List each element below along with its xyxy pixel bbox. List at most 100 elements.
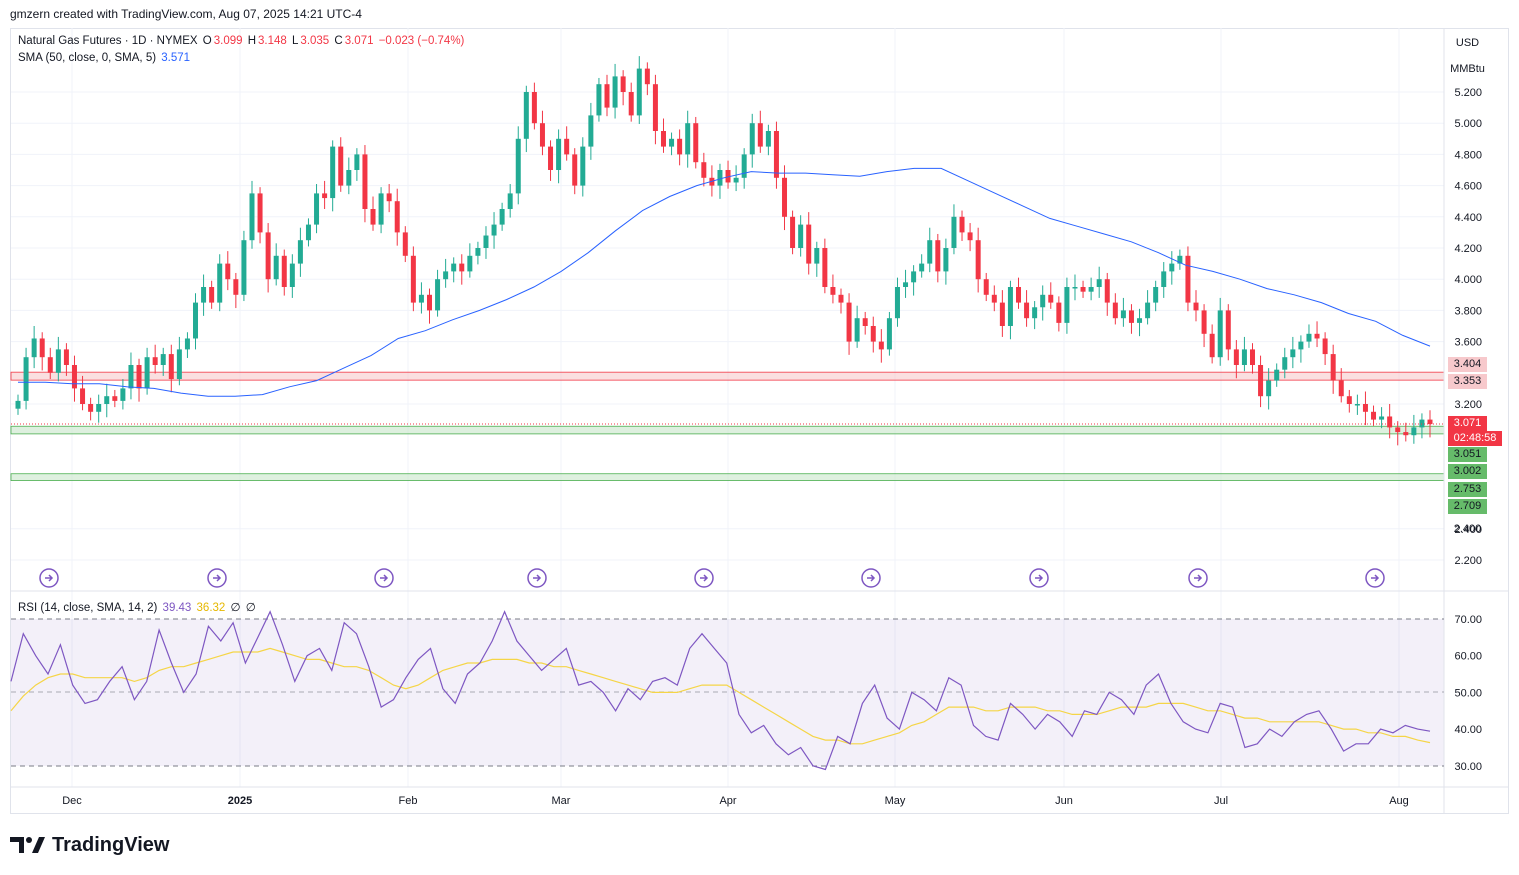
candle-body — [854, 318, 860, 342]
candle-body — [1411, 427, 1417, 436]
candle-body — [402, 232, 408, 256]
candle-body — [1217, 310, 1223, 358]
support-1-tag: 3.051 — [1448, 447, 1487, 462]
open-label: O — [202, 35, 212, 47]
sma-line — [18, 167, 1431, 397]
time-tick-label: Mar — [552, 795, 571, 807]
candle-body — [1024, 302, 1030, 319]
countdown-tag: 02:48:58 — [1448, 431, 1502, 446]
zone-top-tag: 3.404 — [1448, 357, 1487, 372]
candle-body — [418, 294, 424, 303]
candle-body — [652, 84, 658, 131]
unit-label[interactable]: MMBtu — [1450, 63, 1485, 75]
support-zone-2 — [10, 473, 1445, 481]
event-marker-icon[interactable] — [374, 568, 394, 588]
candle-body — [225, 263, 231, 280]
event-marker-icon[interactable] — [861, 568, 881, 588]
event-marker-icon[interactable] — [694, 568, 714, 588]
candlestick-series — [15, 56, 1433, 446]
candle-body — [475, 248, 481, 256]
candle-body — [1338, 380, 1344, 397]
support-2-tag: 3.002 — [1448, 464, 1487, 479]
support-zone-1 — [10, 425, 1445, 435]
candle-body — [935, 240, 941, 272]
candle-body — [983, 279, 989, 295]
candle-body — [1209, 333, 1215, 358]
sma-label[interactable]: SMA (50, close, 0, SMA, 5) — [18, 52, 157, 64]
candle-body — [846, 302, 852, 342]
currency-label[interactable]: USD — [1455, 37, 1480, 49]
candle-body — [1201, 310, 1207, 334]
event-marker-icon[interactable] — [1188, 568, 1208, 588]
candle-body — [1088, 287, 1094, 292]
support-4-tag: 2.709 — [1448, 499, 1487, 514]
symbol-name[interactable]: Natural Gas Futures · 1D · NYMEX — [18, 35, 198, 47]
candle-body — [991, 294, 997, 303]
tradingview-logo[interactable]: TradingView — [10, 832, 169, 858]
candle-body — [628, 92, 634, 116]
candle-body — [701, 162, 707, 178]
candle-body — [862, 318, 868, 326]
candle-body — [1403, 432, 1409, 436]
candle-body — [733, 177, 739, 183]
rsi-extra-1: ∅ — [230, 602, 241, 614]
price-tick-label: 3.800 — [1454, 305, 1482, 317]
candle-body — [144, 357, 150, 389]
candle-body — [1249, 349, 1255, 365]
candle-body — [959, 216, 965, 233]
rsi-label[interactable]: RSI (14, close, SMA, 14, 2) — [18, 602, 158, 614]
sma-value: 3.571 — [161, 52, 191, 64]
candle-body — [15, 400, 21, 409]
rsi-extra-2: ∅ — [245, 602, 256, 614]
resistance-zone — [10, 371, 1445, 381]
candle-body — [459, 263, 465, 272]
event-marker-icon[interactable] — [39, 568, 59, 588]
candle-body — [798, 224, 804, 248]
sma-legend: SMA (50, close, 0, SMA, 5) 3.571 — [18, 52, 192, 64]
candle-body — [1225, 310, 1231, 350]
tradingview-brand: TradingView — [52, 833, 170, 856]
event-marker-icon[interactable] — [207, 568, 227, 588]
time-tick-label: Jul — [1214, 795, 1228, 807]
candle-body — [556, 138, 562, 170]
rsi-tick-label: 30.00 — [1454, 761, 1482, 773]
tick-2400: 2.400 — [1453, 523, 1482, 535]
price-tick-label: 3.200 — [1454, 399, 1482, 411]
candle-body — [63, 349, 69, 365]
candle-body — [757, 123, 763, 147]
candle-body — [838, 294, 844, 303]
candle-body — [951, 216, 957, 248]
event-marker-icon[interactable] — [1029, 568, 1049, 588]
close-label: C — [334, 35, 343, 47]
candle-body — [217, 263, 223, 303]
candle-body — [1354, 404, 1360, 406]
chart-frame — [10, 28, 1509, 814]
candle-body — [669, 138, 675, 147]
rsi-ma-line — [10, 647, 1431, 745]
candle-body — [1379, 416, 1385, 420]
candle-body — [903, 282, 909, 287]
candle-body — [1233, 349, 1239, 365]
price-tick-label: 4.800 — [1454, 149, 1482, 161]
zone-bottom-tag: 3.353 — [1448, 374, 1487, 389]
candle-body — [80, 388, 86, 404]
candle-body — [596, 84, 602, 116]
event-marker-icon[interactable] — [1365, 568, 1385, 588]
candle-body — [943, 248, 949, 272]
candle-body — [1266, 380, 1272, 397]
high-value: 3.148 — [258, 35, 287, 47]
candle-body — [1346, 396, 1352, 404]
candle-body — [136, 365, 142, 389]
rsi-line — [10, 610, 1431, 771]
event-marker-icon[interactable] — [527, 568, 547, 588]
candle-body — [749, 123, 755, 155]
candle-body — [281, 255, 287, 287]
candle-body — [338, 146, 344, 186]
candle-body — [1032, 307, 1038, 319]
candle-body — [1016, 287, 1022, 303]
candle-body — [644, 68, 650, 85]
candle-body — [483, 235, 489, 248]
candle-body — [636, 68, 642, 116]
candle-body — [790, 216, 796, 248]
